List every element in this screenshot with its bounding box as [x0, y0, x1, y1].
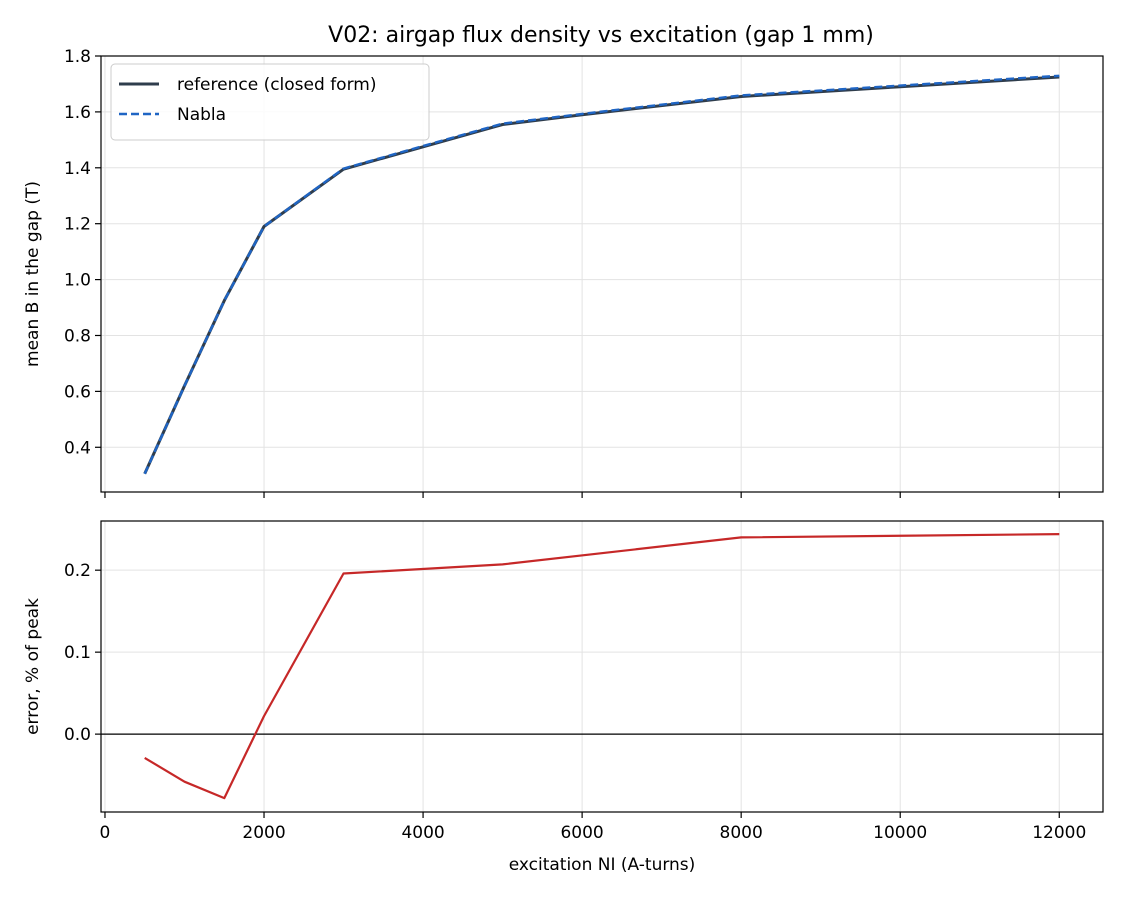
x-axis-label: excitation NI (A-turns) — [509, 855, 696, 875]
y-tick-label: 1.6 — [64, 103, 91, 123]
x-tick-label: 4000 — [401, 823, 444, 843]
x-tick-label: 6000 — [560, 823, 603, 843]
y-tick-label: 0.4 — [64, 438, 91, 458]
error-panel: 0 2000 4000 6000 8000 10000 12000 0.0 0.1 0.2 erro… — [23, 520, 1104, 875]
y-axis-label: error, % of peak — [23, 598, 43, 735]
y-axis-label: mean B in the gap (T) — [23, 181, 43, 367]
x-tick-label: 8000 — [720, 823, 763, 843]
y-tick-label: 0.1 — [64, 643, 91, 663]
legend-box — [110, 63, 430, 141]
x-tick-label: 2000 — [242, 823, 285, 843]
y-tick-label: 0.2 — [64, 561, 91, 581]
x-tick-label: 12000 — [1032, 823, 1086, 843]
y-tick-label: 1.4 — [64, 159, 91, 179]
y-tick-label: 0.6 — [64, 382, 91, 402]
y-tick-label: 0.8 — [64, 326, 91, 346]
legend-label: Nabla — [177, 105, 226, 125]
y-tick-label: 1.8 — [64, 47, 91, 67]
y-tick-label: 0.0 — [64, 725, 91, 745]
series-line-error — [144, 533, 1060, 800]
legend-label: reference (closed form) — [177, 75, 376, 95]
x-tick-label: 10000 — [873, 823, 927, 843]
series-line-nabla — [143, 74, 1060, 475]
flux-density-panel: 0.4 0.6 0.8 1.0 1.2 1.4 1.6 1.8 mean B in the ga… — [23, 47, 1104, 498]
x-tick-label: 0 — [100, 823, 111, 843]
chart-title: V02: airgap flux density vs excitation (… — [328, 23, 874, 48]
axes-frame — [100, 520, 1104, 813]
axes-frame — [100, 55, 1104, 493]
y-tick-label: 1.0 — [64, 271, 91, 291]
y-tick-label: 1.2 — [64, 215, 91, 235]
